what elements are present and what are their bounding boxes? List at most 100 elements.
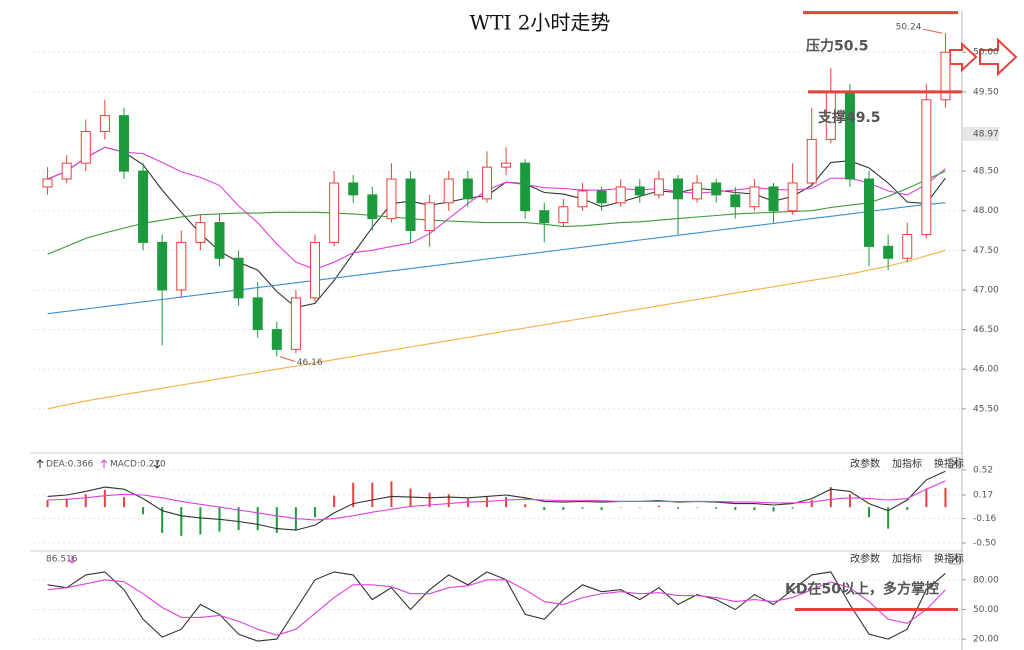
line-series (47, 249, 946, 410)
candle-body (157, 241, 168, 291)
macd-bar (46, 499, 49, 508)
arrow-icon (153, 460, 161, 469)
indicator-button[interactable]: 加指标 (892, 457, 922, 470)
close-button[interactable] (949, 457, 961, 469)
macd-bar (371, 482, 374, 508)
last-price-label: 48.97 (973, 129, 999, 139)
macd-bar (562, 507, 565, 511)
candle-body (672, 178, 683, 200)
line-series (47, 480, 946, 521)
candle-body (520, 162, 531, 212)
y-tick-label: 45.50 (973, 404, 999, 414)
indicator-value: DEA:0.366 (46, 460, 94, 470)
candle-body (883, 245, 894, 259)
arrow-icon (36, 459, 44, 468)
candle-body (501, 162, 512, 168)
candle-body (348, 182, 359, 196)
candle-body (176, 241, 187, 291)
y-tick-label: 48.50 (973, 167, 999, 177)
pointer (923, 28, 943, 34)
macd-bar (103, 489, 106, 508)
candle-body (730, 194, 741, 208)
macd-bar (772, 507, 775, 512)
y-tick-label: 47.00 (973, 285, 999, 295)
line-series (47, 202, 946, 315)
candle-body (615, 186, 626, 204)
y-tick-label: -0.16 (973, 514, 997, 524)
chart-title: WTI 2小时走势 (470, 11, 611, 35)
macd-bar (696, 507, 699, 508)
macd-bar (524, 504, 527, 508)
macd-bar (657, 505, 660, 508)
macd-bar (600, 507, 603, 511)
candle-body (864, 178, 875, 247)
candle-body (138, 170, 149, 243)
candle-body (806, 138, 817, 184)
y-tick-label: 80.00 (973, 575, 999, 585)
macd-bar (676, 507, 679, 509)
candle-body (634, 186, 645, 196)
arrow-icon (100, 459, 108, 468)
macd-bar (848, 494, 851, 508)
y-tick-label: 46.50 (973, 325, 999, 335)
macd-bar (906, 507, 909, 511)
y-tick-label: 47.50 (973, 246, 999, 256)
candle-body (443, 178, 454, 204)
macd-bar (543, 507, 546, 511)
candle-body (252, 297, 263, 331)
y-tick-label: 50.00 (973, 48, 999, 58)
macd-bar (122, 497, 125, 508)
candle-body (462, 178, 473, 200)
macd-bar (466, 498, 469, 508)
macd-bar (829, 487, 832, 508)
y-tick-label: 0.52 (973, 465, 993, 475)
candle-body (787, 182, 798, 212)
macd-bar (409, 488, 412, 508)
indicator-button[interactable]: 换指标 (934, 457, 964, 470)
indicator-button[interactable]: 加指标 (892, 552, 922, 565)
y-tick-label: -0.50 (973, 538, 997, 548)
candle-body (118, 115, 129, 172)
macd-bar (65, 498, 68, 508)
y-tick-label: 49.50 (973, 87, 999, 97)
indicator-button[interactable]: 改参数 (850, 552, 880, 565)
candle-body (329, 182, 340, 243)
candle-body (844, 91, 855, 180)
indicator-button[interactable]: 改参数 (850, 457, 880, 470)
indicator-button[interactable]: 换指标 (934, 552, 964, 565)
macd-bar (715, 507, 718, 509)
macd-bar (352, 482, 355, 508)
macd-bar (199, 507, 202, 535)
candle-body (596, 190, 607, 204)
macd-bar (390, 481, 393, 508)
y-tick-label: 0.17 (973, 490, 993, 500)
macd-bar (505, 497, 508, 508)
arrow-icon (68, 555, 76, 564)
macd-bar (84, 494, 87, 508)
low-label: 46.16 (297, 358, 323, 368)
candle-body (902, 233, 913, 259)
macd-bar (180, 507, 183, 536)
macd-bar (237, 507, 240, 531)
candle-body (940, 51, 951, 101)
level-label: 压力50.5 (806, 38, 869, 55)
macd-bar (485, 497, 488, 508)
candle-body (749, 186, 760, 208)
y-tick-label: 20.00 (973, 635, 999, 645)
candle-body (367, 194, 378, 220)
macd-bar (619, 507, 622, 508)
high-label: 50.24 (896, 23, 922, 33)
macd-bar (868, 507, 871, 518)
candle-body (386, 178, 397, 220)
candle-body (233, 257, 244, 299)
macd-bar (810, 499, 813, 508)
y-tick-label: 48.00 (973, 206, 999, 216)
macd-bar (638, 507, 641, 508)
candle-body (653, 178, 664, 196)
macd-bar (161, 507, 164, 533)
candle-body (577, 190, 588, 208)
candle-body (921, 99, 932, 235)
close-button[interactable] (949, 553, 961, 565)
candle-body (692, 182, 703, 200)
